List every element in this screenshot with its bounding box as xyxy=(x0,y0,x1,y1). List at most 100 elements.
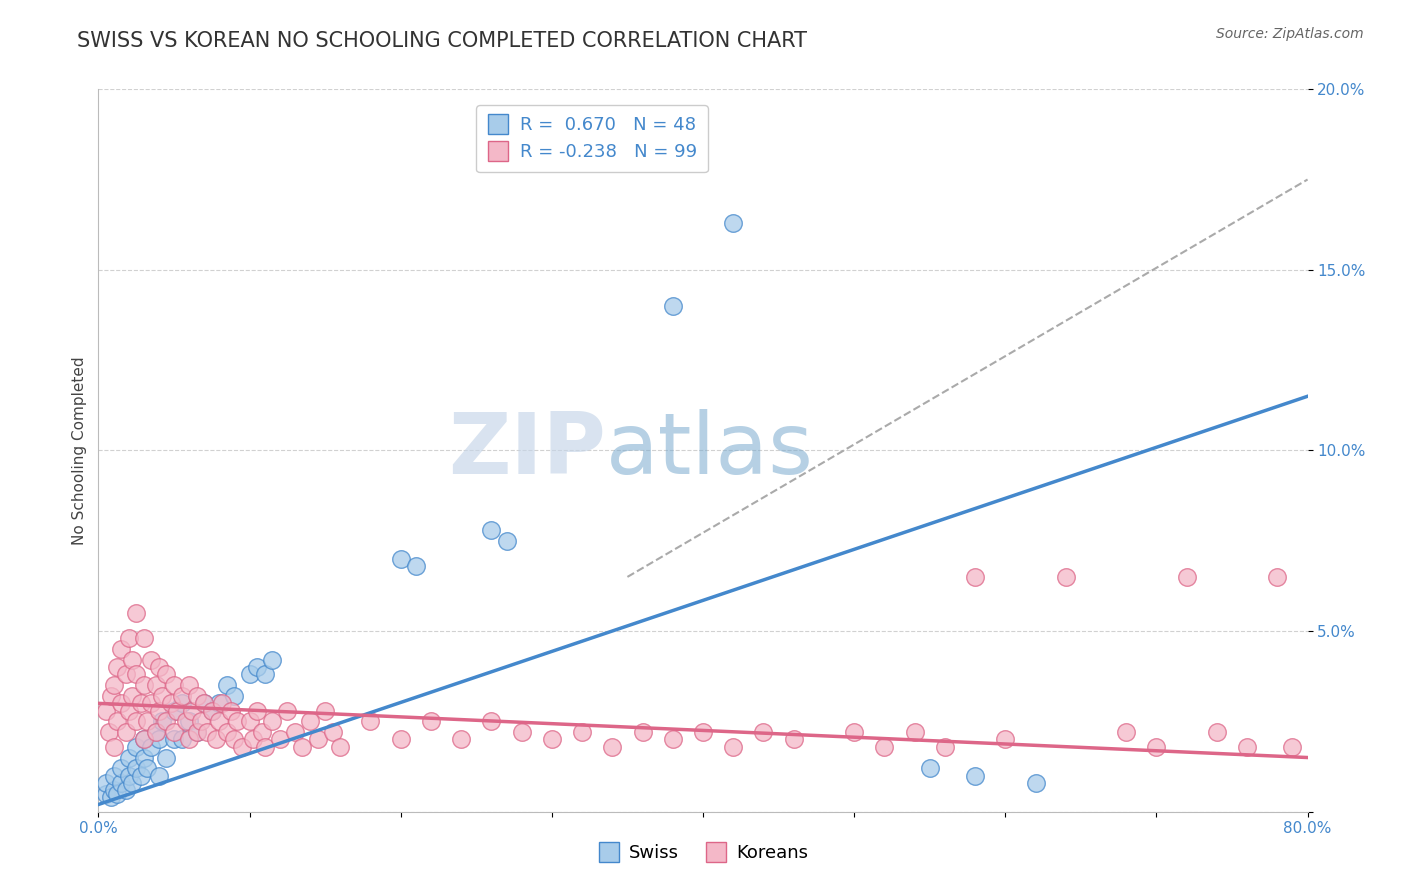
Point xyxy=(211,697,233,711)
Point xyxy=(135,761,157,775)
Point xyxy=(193,697,215,711)
Point xyxy=(132,632,155,646)
Point xyxy=(1281,739,1303,754)
Point xyxy=(179,714,201,729)
Point xyxy=(103,783,125,797)
Point xyxy=(322,725,344,739)
Point xyxy=(148,704,170,718)
Point xyxy=(132,750,155,764)
Point xyxy=(181,704,204,718)
Point xyxy=(269,732,291,747)
Point xyxy=(1054,570,1077,584)
Point xyxy=(121,653,143,667)
Point xyxy=(242,732,264,747)
Point xyxy=(495,533,517,548)
Point xyxy=(186,725,208,739)
Legend: R =  0.670   N = 48, R = -0.238   N = 99: R = 0.670 N = 48, R = -0.238 N = 99 xyxy=(477,105,707,172)
Point xyxy=(661,732,683,747)
Point xyxy=(174,714,197,729)
Point xyxy=(163,732,186,747)
Point xyxy=(1236,739,1258,754)
Point xyxy=(239,714,262,729)
Point xyxy=(94,776,117,790)
Point xyxy=(201,704,224,718)
Point xyxy=(186,725,208,739)
Text: Source: ZipAtlas.com: Source: ZipAtlas.com xyxy=(1216,27,1364,41)
Point xyxy=(105,714,128,729)
Point xyxy=(195,725,218,739)
Point xyxy=(262,653,284,667)
Point xyxy=(145,725,167,739)
Point xyxy=(94,704,117,718)
Point xyxy=(141,653,163,667)
Point xyxy=(246,660,269,674)
Point xyxy=(844,725,866,739)
Point xyxy=(215,678,238,692)
Point xyxy=(284,725,307,739)
Point xyxy=(110,776,132,790)
Point xyxy=(170,689,193,703)
Point xyxy=(1024,776,1046,790)
Point xyxy=(129,697,152,711)
Point xyxy=(114,725,136,739)
Point xyxy=(190,714,212,729)
Point xyxy=(121,776,143,790)
Y-axis label: No Schooling Completed: No Schooling Completed xyxy=(72,356,87,545)
Point xyxy=(193,697,215,711)
Point xyxy=(160,697,183,711)
Point xyxy=(150,689,173,703)
Point xyxy=(208,714,231,729)
Point xyxy=(1175,570,1198,584)
Point xyxy=(129,769,152,783)
Point xyxy=(602,739,624,754)
Point xyxy=(155,714,177,729)
Point xyxy=(420,714,443,729)
Point xyxy=(1115,725,1137,739)
Point xyxy=(994,732,1017,747)
Point xyxy=(155,667,177,681)
Point xyxy=(481,714,503,729)
Point xyxy=(692,725,714,739)
Point xyxy=(110,697,132,711)
Point xyxy=(510,725,533,739)
Point xyxy=(205,732,228,747)
Point xyxy=(121,689,143,703)
Point xyxy=(155,750,177,764)
Point xyxy=(239,667,262,681)
Point xyxy=(118,769,141,783)
Point xyxy=(170,697,193,711)
Point xyxy=(299,714,322,729)
Text: ZIP: ZIP xyxy=(449,409,606,492)
Point xyxy=(186,689,208,703)
Point xyxy=(276,704,298,718)
Text: atlas: atlas xyxy=(606,409,814,492)
Point xyxy=(141,697,163,711)
Point xyxy=(752,725,775,739)
Point xyxy=(405,559,427,574)
Point xyxy=(150,714,173,729)
Point xyxy=(103,678,125,692)
Point xyxy=(125,667,148,681)
Point xyxy=(98,725,121,739)
Point xyxy=(291,739,314,754)
Point xyxy=(105,787,128,801)
Point xyxy=(360,714,382,729)
Point xyxy=(201,704,224,718)
Point xyxy=(132,732,155,747)
Point xyxy=(208,697,231,711)
Point xyxy=(221,704,243,718)
Point xyxy=(307,732,329,747)
Legend: Swiss, Koreans: Swiss, Koreans xyxy=(591,838,815,870)
Point xyxy=(114,783,136,797)
Point xyxy=(163,704,186,718)
Point xyxy=(224,689,246,703)
Point xyxy=(163,725,186,739)
Point xyxy=(141,739,163,754)
Point xyxy=(250,725,273,739)
Point xyxy=(965,570,987,584)
Point xyxy=(94,787,117,801)
Point xyxy=(110,761,132,775)
Point xyxy=(389,732,412,747)
Point xyxy=(253,667,276,681)
Point xyxy=(253,739,276,754)
